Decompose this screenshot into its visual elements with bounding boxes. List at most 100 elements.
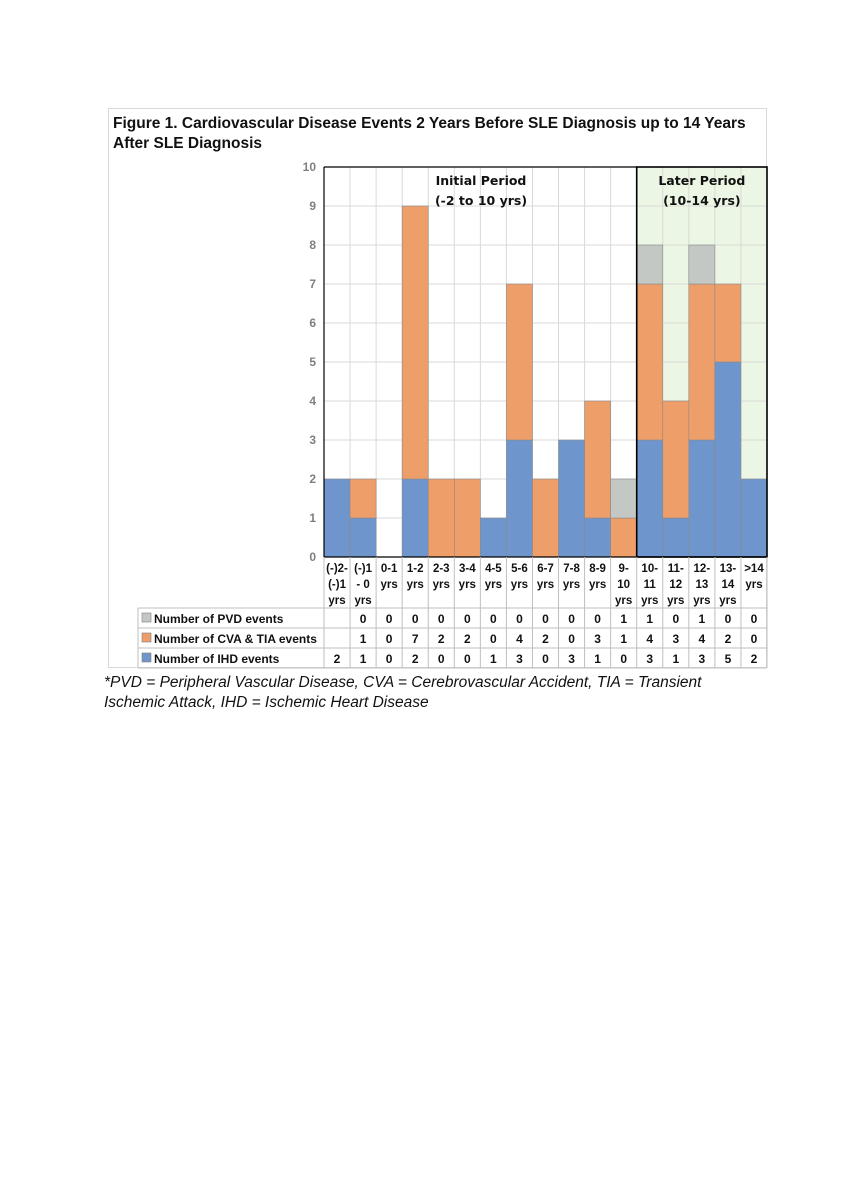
table-cell-cva: 0 [490,632,497,646]
x-category-label: 13 [695,579,708,591]
bar-ihd [323,478,351,558]
x-category-label: yrs [719,595,736,607]
table-cell-pvd: 1 [620,612,627,626]
initial-period-label: Initial Period [436,173,527,188]
table-cell-pvd: 0 [464,612,471,626]
x-category-label: - 0 [356,579,369,591]
x-category-label: 4-5 [485,563,502,575]
bar-ihd [714,361,742,558]
bar-ihd [688,439,716,558]
bar-cva [349,478,377,519]
table-cell-pvd: 0 [672,612,679,626]
x-category-label: 0-1 [381,563,398,575]
x-category-label: 8-9 [589,563,606,575]
table-cell-ihd: 3 [699,652,706,666]
x-category-label: yrs [615,595,632,607]
bar-ihd [636,439,664,558]
x-category-label: 1-2 [407,563,424,575]
table-cell-pvd: 1 [699,612,706,626]
x-category-label: yrs [328,595,345,607]
x-category-label: 11 [644,579,657,591]
x-category-label: yrs [693,595,710,607]
legend-label-pvd: Number of PVD events [154,612,284,626]
bar-cva [610,517,638,558]
y-tick-label: 0 [309,550,316,564]
x-category-label: 13- [720,563,737,575]
x-category-label: yrs [745,579,762,591]
y-tick-label: 7 [309,277,316,291]
later-period-label: Later Period [658,173,745,188]
x-category-label: yrs [485,579,502,591]
table-cell-cva: 4 [699,632,706,646]
later-period-label: (10-14 yrs) [663,193,741,208]
bar-pvd [610,478,638,519]
x-category-label: 12 [669,579,682,591]
bar-cva [662,400,690,519]
x-category-label: 10- [641,563,658,575]
table-cell-pvd: 0 [725,612,732,626]
table-cell-pvd: 1 [646,612,653,626]
initial-period-label: (-2 to 10 yrs) [435,193,527,208]
bar-cva [714,283,742,363]
x-category-label: (-)2- [326,563,348,575]
bar-pvd [636,244,664,285]
table-cell-ihd: 2 [412,652,419,666]
legend-label-cva: Number of CVA & TIA events [154,632,317,646]
x-category-label: 3-4 [459,563,476,575]
bar-cva [401,205,429,480]
table-cell-ihd: 3 [516,652,523,666]
table-cell-cva: 0 [386,632,393,646]
table-cell-ihd: 2 [751,652,758,666]
table-cell-cva: 3 [594,632,601,646]
table-cell-cva: 2 [464,632,471,646]
table-cell-pvd: 0 [438,612,445,626]
table-cell-pvd: 0 [594,612,601,626]
legend-swatch-pvd [141,612,152,623]
table-cell-cva: 1 [360,632,367,646]
table-cell-ihd: 0 [464,652,471,666]
table-cell-cva: 2 [542,632,549,646]
y-tick-label: 1 [309,511,316,525]
table-cell-ihd: 0 [438,652,445,666]
x-category-label: yrs [589,579,606,591]
table-cell-pvd: 0 [516,612,523,626]
bar-cva [427,478,455,558]
bar-ihd [349,517,377,558]
table-cell-cva: 3 [672,632,679,646]
x-category-label: yrs [381,579,398,591]
table-cell-pvd: 0 [386,612,393,626]
x-category-label: yrs [354,595,371,607]
footnote: *PVD = Peripheral Vascular Disease, CVA … [104,674,702,711]
bar-cva [584,400,611,519]
table-cell-ihd: 1 [490,652,497,666]
table-cell-pvd: 0 [751,612,758,626]
x-category-label: 10 [617,579,630,591]
x-category-label: yrs [459,579,476,591]
table-cell-ihd: 0 [386,652,393,666]
bar-ihd [480,517,507,558]
table-cell-cva: 7 [412,632,419,646]
x-category-label: >14 [744,563,764,575]
table-cell-ihd: 0 [620,652,627,666]
x-category-label: yrs [667,595,684,607]
bar-ihd [558,439,585,558]
table-cell-ihd: 1 [594,652,601,666]
bar-cva [688,283,716,441]
bar-cva [506,283,533,441]
bar-ihd [740,478,768,558]
table-cell-cva: 4 [646,632,653,646]
x-category-label: 2-3 [433,563,450,575]
x-category-label: 5-6 [511,563,528,575]
bar-ihd [401,478,429,558]
x-category-label: 14 [722,579,735,591]
table-cell-cva: 0 [568,632,575,646]
table-cell-ihd: 3 [568,652,575,666]
x-category-label: 6-7 [537,563,554,575]
bar-cva [636,283,664,441]
table-cell-pvd: 0 [412,612,419,626]
table-cell-pvd: 0 [542,612,549,626]
y-tick-label: 4 [309,394,316,408]
y-tick-label: 2 [309,472,316,486]
bar-ihd [506,439,533,558]
